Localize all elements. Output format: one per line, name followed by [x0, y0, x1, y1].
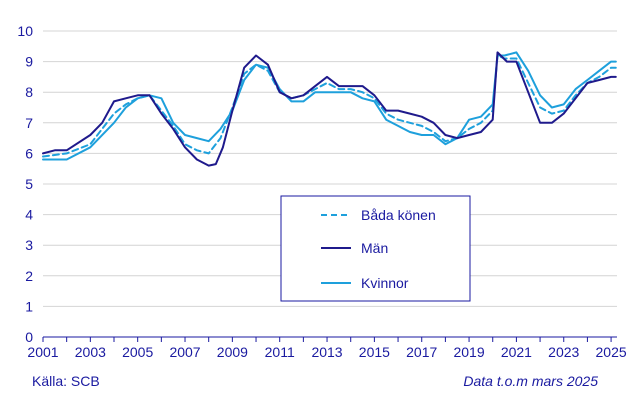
y-tick-label: 9 — [25, 54, 33, 70]
x-tick-label: 2001 — [27, 344, 58, 360]
y-tick-label: 10 — [17, 23, 33, 39]
x-tick-label: 2025 — [596, 344, 627, 360]
series-line-2 — [42, 51, 617, 161]
y-tick-label: 6 — [25, 145, 33, 161]
series-line-0 — [42, 54, 617, 158]
data-coverage-note: Data t.o.m mars 2025 — [463, 373, 598, 389]
y-tick-label: 8 — [25, 84, 33, 100]
y-tick-label: 4 — [25, 207, 33, 223]
y-tick-label: 1 — [25, 298, 33, 314]
y-tick-label: 5 — [25, 176, 33, 192]
source-note: Källa: SCB — [32, 373, 100, 389]
y-tick-label: 3 — [25, 237, 33, 253]
y-tick-label: 7 — [25, 115, 33, 131]
x-tick-label: 2019 — [453, 344, 484, 360]
y-tick-label: 2 — [25, 268, 33, 284]
x-tick-label: 2009 — [217, 344, 248, 360]
grid-lines — [43, 30, 617, 307]
legend-label-1: Män — [361, 240, 388, 256]
legend: Båda könen Män Kvinnor — [280, 195, 471, 302]
series-line-1 — [42, 51, 617, 167]
series-lines — [42, 51, 617, 167]
x-tick-label: 2003 — [75, 344, 106, 360]
legend-label-0: Båda könen — [361, 207, 436, 223]
y-tick-label: 0 — [25, 329, 33, 345]
legend-label-2: Kvinnor — [361, 275, 409, 291]
x-tick-label: 2017 — [406, 344, 437, 360]
x-tick-label: 2021 — [501, 344, 532, 360]
x-tick-label: 2023 — [548, 344, 579, 360]
x-tick-label: 2007 — [169, 344, 200, 360]
x-tick-label: 2005 — [122, 344, 153, 360]
axes: 0 1 2 3 4 5 6 7 8 9 10 2001 2003 2005 2007 2009 2011 2013… — [17, 23, 626, 360]
legend-box — [280, 195, 471, 302]
x-tick-label: 2011 — [265, 344, 295, 360]
x-tick-label: 2013 — [311, 344, 342, 360]
x-tick-label: 2015 — [359, 344, 390, 360]
